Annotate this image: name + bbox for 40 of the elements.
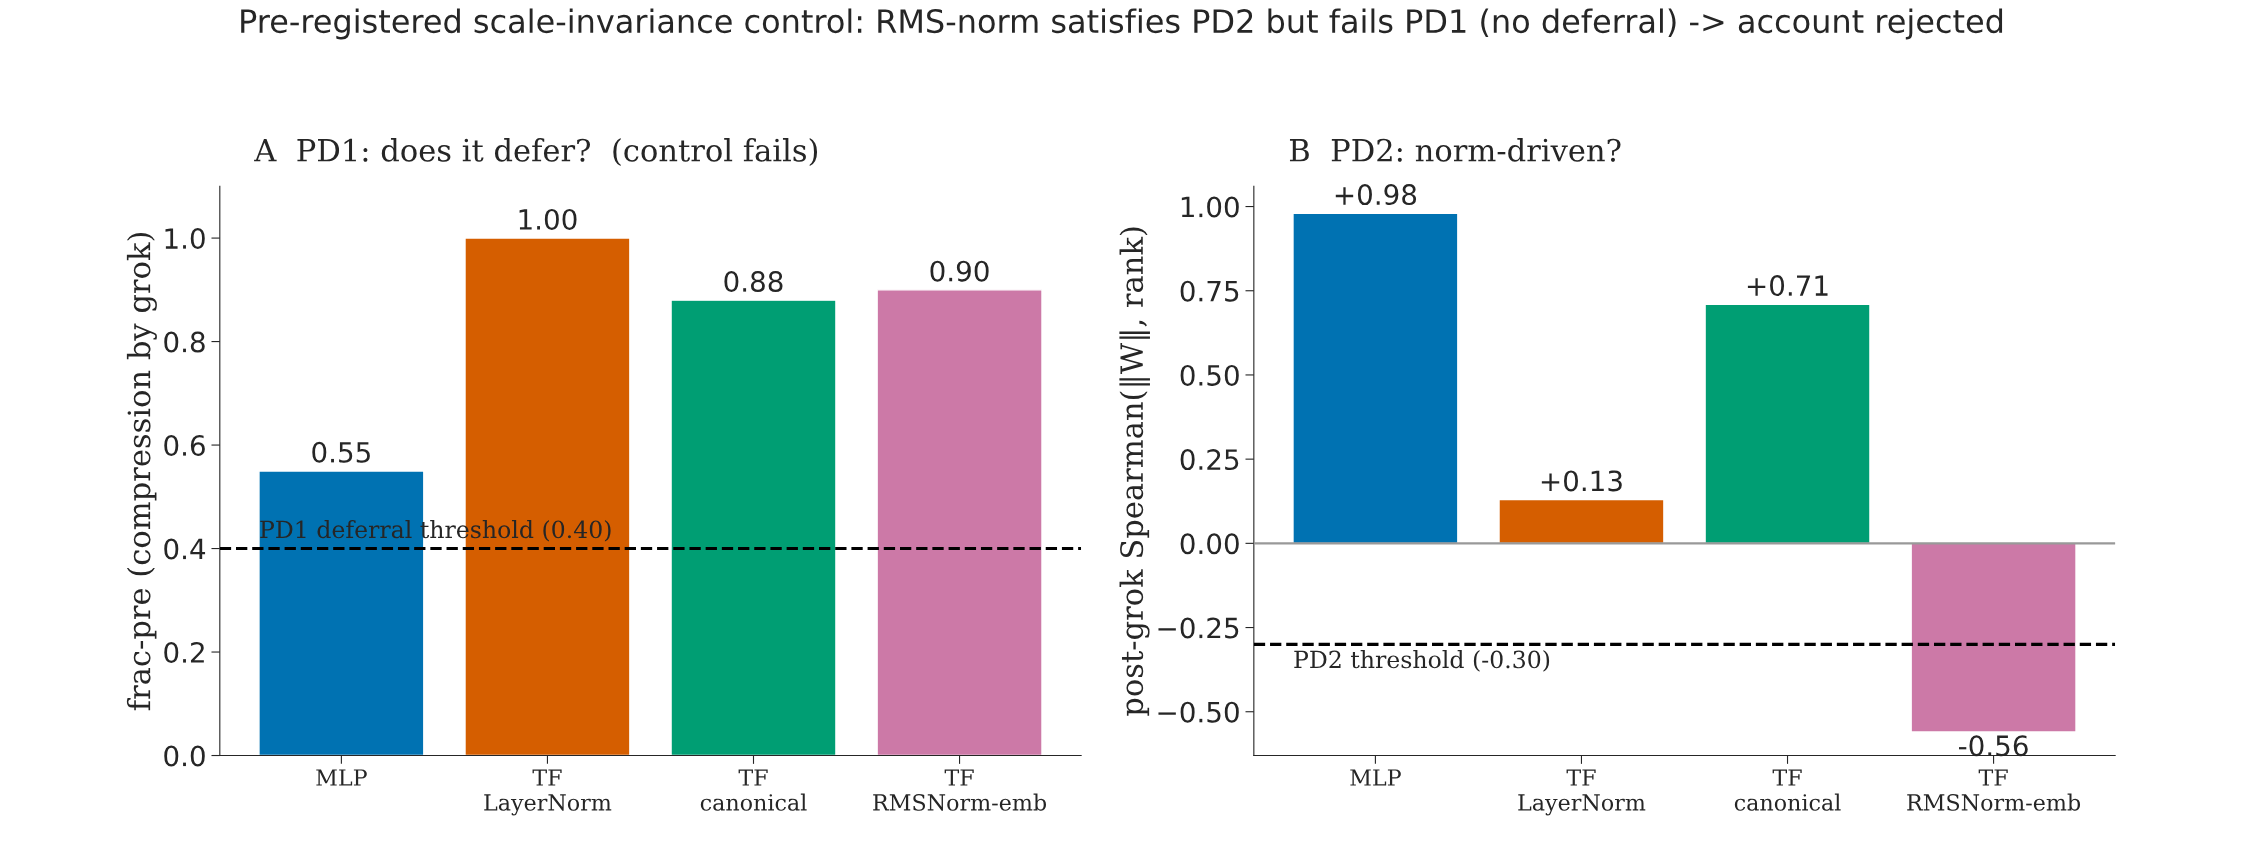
bar bbox=[1910, 542, 2077, 733]
y-tick-label: 0.2 bbox=[164, 641, 204, 663]
bar bbox=[670, 299, 837, 756]
data-label: 0.90 bbox=[930, 260, 989, 282]
chart-title: A PD1: does it defer? (control fails) bbox=[254, 138, 818, 167]
bar bbox=[1498, 498, 1665, 545]
y-axis-title: post-grok Spearman(‖W‖, rank) bbox=[1119, 227, 1150, 716]
x-tick-label: TF LayerNorm bbox=[1518, 769, 1646, 816]
x-tick-label: TF canonical bbox=[700, 769, 807, 811]
x-tick-label: MLP bbox=[1350, 769, 1401, 786]
y-tick-label: −0.25 bbox=[1158, 617, 1239, 639]
data-label: +0.98 bbox=[1335, 184, 1417, 206]
y-tick-label: 0.4 bbox=[164, 538, 206, 560]
x-tick-label: MLP bbox=[316, 769, 367, 786]
y-tick-label: 0.25 bbox=[1180, 449, 1239, 471]
y-tick-label: 1.00 bbox=[1181, 196, 1239, 218]
x-tick-label: TF LayerNorm bbox=[484, 769, 612, 816]
y-tick-label: 0.75 bbox=[1180, 280, 1239, 302]
x-tick-label: TF RMSNorm-emb bbox=[1907, 769, 2081, 811]
data-label: 0.88 bbox=[724, 271, 783, 293]
y-tick-label: −0.50 bbox=[1158, 701, 1239, 723]
data-label: +0.71 bbox=[1747, 275, 1828, 297]
data-label: 1.00 bbox=[519, 208, 577, 230]
data-label: 0.55 bbox=[312, 441, 370, 463]
y-axis-title: frac-pre (compression by grok) bbox=[126, 233, 157, 711]
x-tick-label: TF RMSNorm-emb bbox=[873, 769, 1047, 811]
y-tick-label: 0.0 bbox=[164, 745, 205, 767]
chart-title: B PD2: norm-driven? bbox=[1289, 138, 1621, 162]
data-label: +0.13 bbox=[1541, 470, 1622, 492]
text: Pre-registered scale-invariance control: RMS-norm satisfies PD2 but fails PD1 (no deferral) -> account rejected bbox=[241, 8, 2003, 40]
x-tick-label: TF canonical bbox=[1734, 769, 1841, 811]
bar bbox=[876, 289, 1043, 756]
bar bbox=[1292, 212, 1459, 545]
y-tick-label: 0.8 bbox=[164, 331, 205, 353]
y-tick-label: 0.6 bbox=[164, 435, 205, 457]
ref-line-label: PD2 threshold (-0.30) bbox=[1294, 650, 1550, 672]
y-tick-label: 1.0 bbox=[165, 228, 205, 250]
y-tick-label: 0.00 bbox=[1180, 533, 1239, 555]
bar bbox=[1704, 303, 1871, 545]
y-tick-label: 0.50 bbox=[1180, 364, 1239, 386]
